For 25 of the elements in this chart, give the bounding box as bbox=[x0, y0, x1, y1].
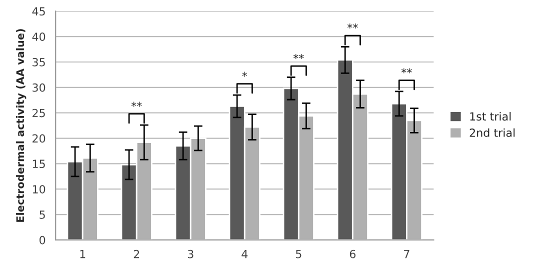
y-tick-label: 30 bbox=[32, 83, 46, 92]
y-tick-label: 40 bbox=[32, 32, 46, 41]
y-tick-label: 25 bbox=[32, 108, 45, 118]
x-tick-label: 1 bbox=[80, 250, 86, 258]
x-tick-label: 2 bbox=[134, 250, 140, 258]
data-label: ** bbox=[347, 23, 358, 29]
y-tick-label: 15 bbox=[32, 160, 45, 168]
data-label: ** bbox=[131, 102, 142, 107]
data-label: ** bbox=[293, 54, 304, 60]
y-tick-label: 20 bbox=[32, 134, 46, 143]
y-tick-label: 0 bbox=[40, 236, 46, 244]
y-tick-label: 45 bbox=[32, 7, 45, 16]
data-label: ** bbox=[401, 68, 412, 74]
y-axis-title: Electrodermal activity (AA value) bbox=[16, 29, 26, 222]
y-tick-label: 5 bbox=[40, 210, 45, 219]
x-tick-label: 3 bbox=[188, 250, 194, 258]
y-tick-label: 35 bbox=[32, 58, 45, 66]
data-label: * bbox=[242, 72, 248, 77]
x-tick-label: 7 bbox=[404, 250, 410, 258]
x-tick-label: 4 bbox=[242, 250, 248, 258]
x-tick-label: 5 bbox=[296, 250, 302, 258]
legend-label: 1st trial bbox=[470, 112, 511, 121]
y-tick-label: 10 bbox=[32, 185, 46, 194]
x-tick-label: 6 bbox=[350, 250, 356, 258]
legend-label: 2nd trial bbox=[470, 128, 515, 137]
